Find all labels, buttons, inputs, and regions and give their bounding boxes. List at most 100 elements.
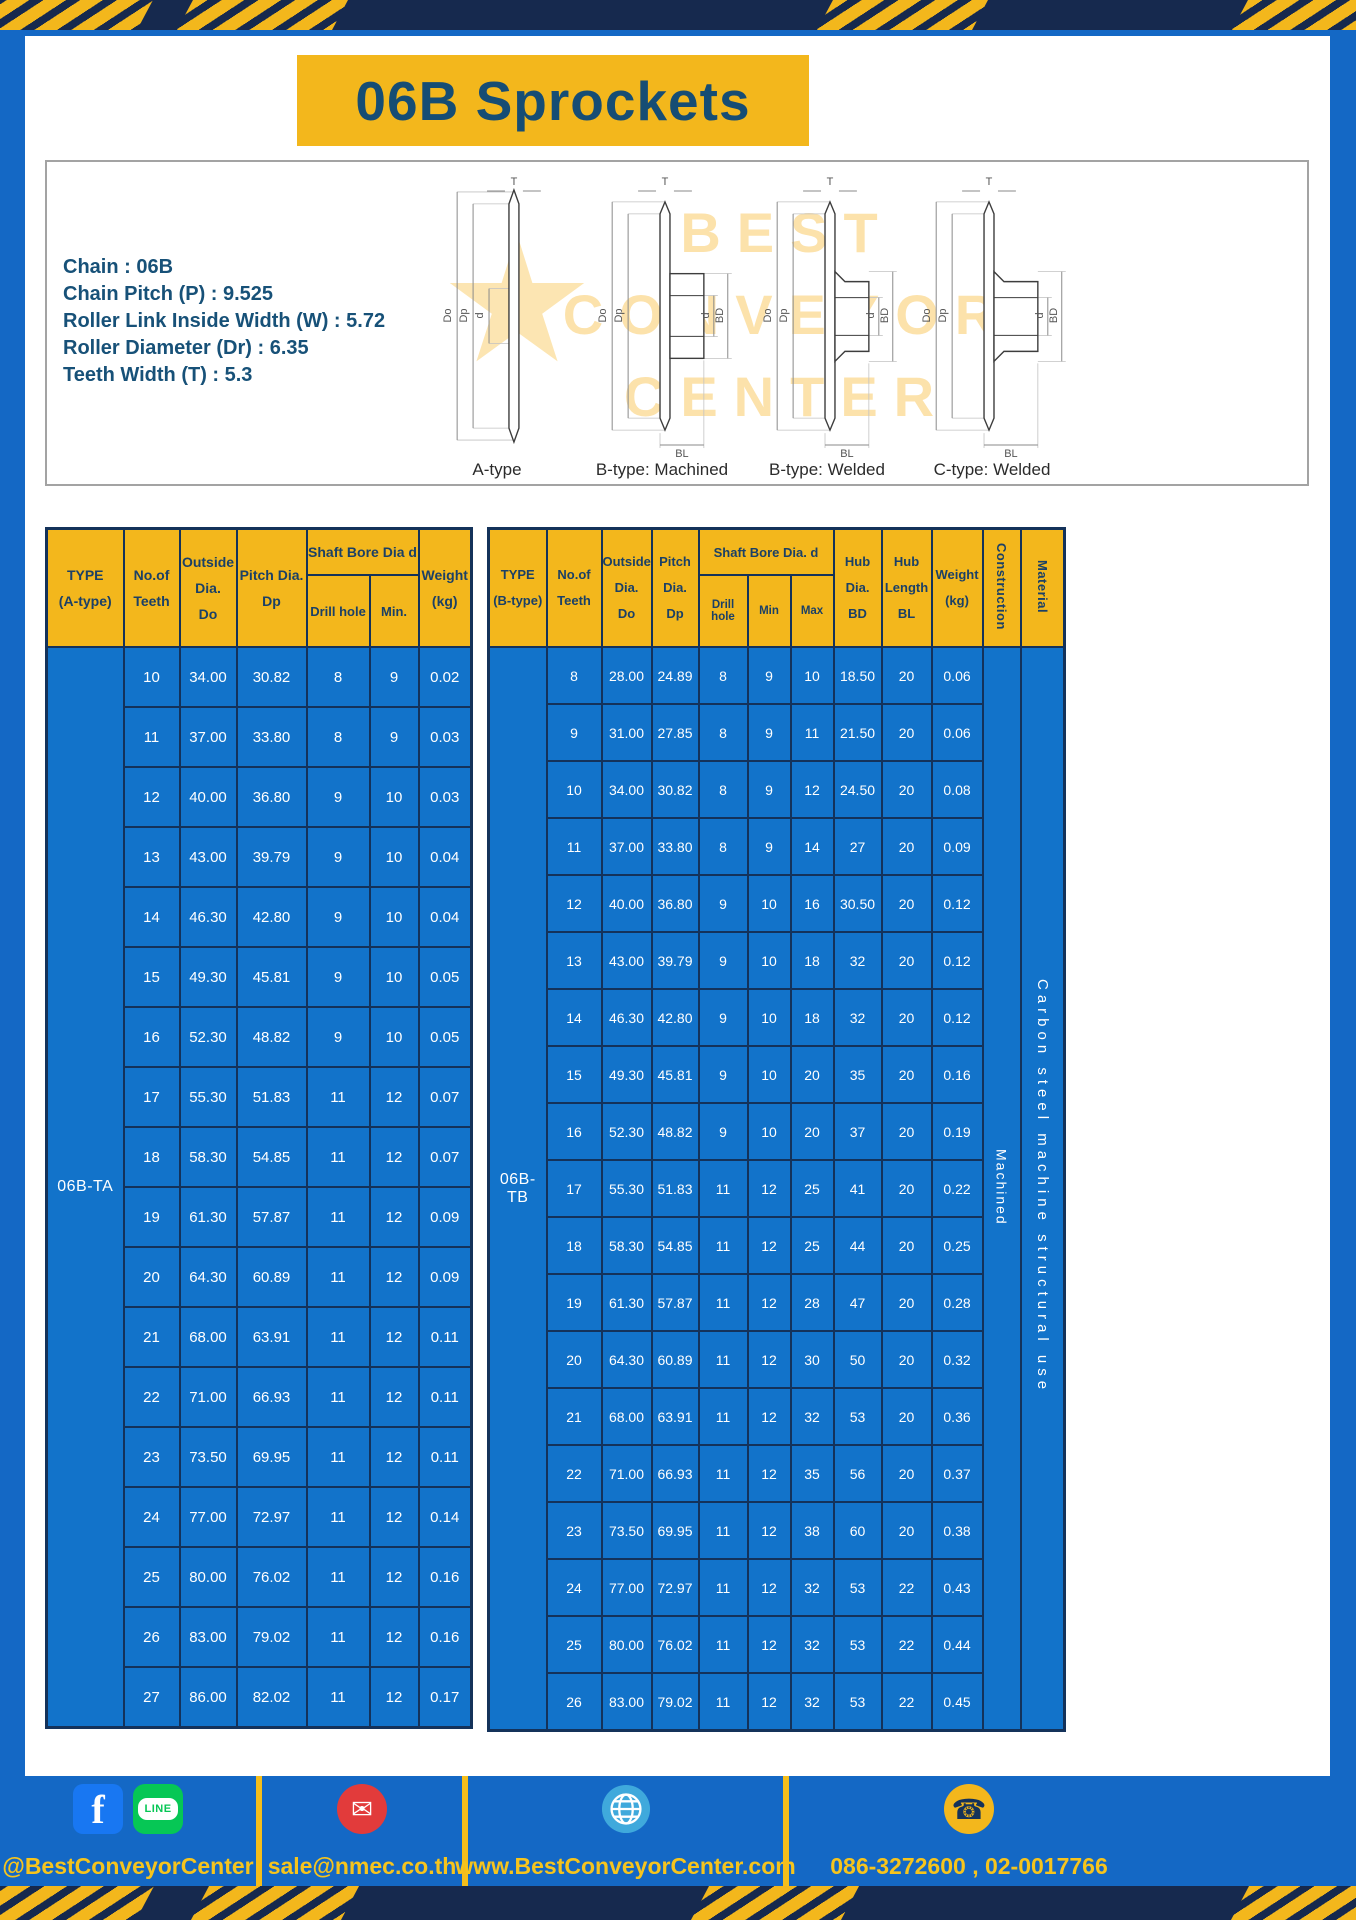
col-header-max: Max bbox=[789, 574, 835, 648]
spec-line: Chain : 06B bbox=[63, 256, 174, 278]
table-a-cell: 15 bbox=[122, 946, 181, 1008]
table-a-cell: 63.91 bbox=[235, 1306, 308, 1368]
table-a-cell: 12 bbox=[368, 1546, 420, 1608]
footer-spacer bbox=[1149, 1776, 1356, 1886]
table-b-cell: 37 bbox=[832, 1102, 883, 1161]
table-a-cell: 61.30 bbox=[178, 1186, 238, 1248]
col-header-min: Min. bbox=[368, 574, 420, 648]
table-b-cell: 11 bbox=[697, 1330, 749, 1389]
table-b-cell: 53 bbox=[832, 1615, 883, 1674]
table-a-cell: 12 bbox=[368, 1486, 420, 1548]
table-a-cell: 0.05 bbox=[417, 946, 473, 1008]
table-a-row: 26 83.00 79.02 11 12 0.16 bbox=[47, 1606, 473, 1668]
table-b-cell: 8 bbox=[697, 703, 749, 762]
table-a-cell: 9 bbox=[368, 646, 420, 708]
dim-label: BL bbox=[675, 448, 688, 458]
table-a-cell: 10 bbox=[368, 886, 420, 948]
b-type-welded-diagram: T Do Dp d BD BL bbox=[762, 176, 897, 458]
table-a-cell: 0.02 bbox=[417, 646, 473, 708]
table-b-cell: 60.89 bbox=[650, 1330, 700, 1389]
table-a-cell: 12 bbox=[368, 1126, 420, 1188]
dim-label: d bbox=[700, 312, 712, 318]
footer-social-handle: @BestConveyorCenter bbox=[2, 1853, 254, 1879]
dim-label: Dp bbox=[778, 308, 790, 322]
table-b-cell: 0.12 bbox=[930, 874, 984, 933]
table-b-cell: 55.30 bbox=[600, 1159, 653, 1218]
table-b-cell: 0.44 bbox=[930, 1615, 984, 1674]
table-b-cell: 22 bbox=[545, 1444, 603, 1503]
table-b-cell: 53 bbox=[832, 1387, 883, 1446]
c-type-welded-diagram: T Do Dp d BD BL bbox=[921, 176, 1066, 458]
hazard-stripe-segment bbox=[0, 0, 158, 30]
table-b-cell: 0.12 bbox=[930, 988, 984, 1047]
table-a-cell: 0.07 bbox=[417, 1066, 473, 1128]
table-a-cell: 45.81 bbox=[235, 946, 308, 1008]
table-b-cell: 41 bbox=[832, 1159, 883, 1218]
table-b-cell: 21 bbox=[545, 1387, 603, 1446]
table-a-cell: 68.00 bbox=[178, 1306, 238, 1368]
table-b-cell: 27.85 bbox=[650, 703, 700, 762]
dim-label: BL bbox=[840, 448, 853, 458]
table-a-cell: 48.82 bbox=[235, 1006, 308, 1068]
dim-label: T bbox=[986, 176, 993, 188]
table-a-cell: 12 bbox=[122, 766, 181, 828]
table-a-row: 17 55.30 51.83 11 12 0.07 bbox=[47, 1066, 473, 1128]
table-b-cell: 28 bbox=[789, 1273, 835, 1332]
table-b-cell: 23 bbox=[545, 1501, 603, 1560]
col-header-teeth: No.of Teeth bbox=[122, 527, 181, 648]
table-b-cell: 9 bbox=[545, 703, 603, 762]
table-b-cell: 66.93 bbox=[650, 1444, 700, 1503]
table-a-cell: 11 bbox=[305, 1606, 371, 1668]
table-a-cell: 36.80 bbox=[235, 766, 308, 828]
col-header-type: TYPE (A-type) bbox=[45, 527, 125, 648]
col-header-hub-dia: Hub Dia. BD bbox=[832, 527, 883, 648]
table-b-cell: 20 bbox=[880, 1330, 933, 1389]
b-type-machined-diagram: T Do Dp d BD BL bbox=[597, 176, 732, 458]
table-a-cell: 10 bbox=[368, 826, 420, 888]
table-b-cell: 0.08 bbox=[930, 760, 984, 819]
table-a-row: 15 49.30 45.81 9 10 0.05 bbox=[47, 946, 473, 1008]
dim-label: T bbox=[662, 176, 669, 188]
table-a-row: 19 61.30 57.87 11 12 0.09 bbox=[47, 1186, 473, 1248]
table-b-cell: 22 bbox=[880, 1615, 933, 1674]
table-a-cell: 16 bbox=[122, 1006, 181, 1068]
bottom-hazard-bar bbox=[0, 1886, 1356, 1920]
table-b-cell: 20 bbox=[880, 703, 933, 762]
table-b-cell: 34.00 bbox=[600, 760, 653, 819]
spec-line: Teeth Width (T) : 5.3 bbox=[63, 364, 253, 386]
dim-label: BD bbox=[714, 308, 726, 323]
table-b-cell: 12 bbox=[789, 760, 835, 819]
dim-label: Dp bbox=[937, 308, 949, 322]
table-b-row: 16 52.30 48.82 9 10 20 37 20 0.19 bbox=[489, 1102, 1065, 1161]
table-b-cell: 37.00 bbox=[600, 817, 653, 876]
table-a-cell: 0.05 bbox=[417, 1006, 473, 1068]
table-a-cell: 34.00 bbox=[178, 646, 238, 708]
table-b-cell: 12 bbox=[746, 1444, 792, 1503]
table-b-cell: 22 bbox=[880, 1558, 933, 1617]
table-b-cell: 63.91 bbox=[650, 1387, 700, 1446]
table-b-cell: 11 bbox=[697, 1159, 749, 1218]
table-b-cell: 14 bbox=[545, 988, 603, 1047]
table-b-cell: 61.30 bbox=[600, 1273, 653, 1332]
table-b-cell: 12 bbox=[746, 1387, 792, 1446]
table-b-cell: 49.30 bbox=[600, 1045, 653, 1104]
hazard-stripe-segment bbox=[0, 1886, 159, 1920]
table-b-cell: 47 bbox=[832, 1273, 883, 1332]
table-a-row: 24 77.00 72.97 11 12 0.14 bbox=[47, 1486, 473, 1548]
table-b-cell: 60 bbox=[832, 1501, 883, 1560]
table-a-cell: 33.80 bbox=[235, 706, 308, 768]
page-title: 06B Sprockets bbox=[297, 55, 809, 146]
table-b-cell: 9 bbox=[746, 646, 792, 705]
hazard-stripe-segment bbox=[186, 1886, 364, 1920]
table-b-row: 15 49.30 45.81 9 10 20 35 20 0.16 bbox=[489, 1045, 1065, 1104]
col-header-teeth: No.of Teeth bbox=[545, 527, 603, 648]
footer-divider bbox=[256, 1776, 262, 1886]
table-b-cell: 21.50 bbox=[832, 703, 883, 762]
table-a-cell: 12 bbox=[368, 1186, 420, 1248]
table-b-cell: 9 bbox=[746, 760, 792, 819]
table-b-cell: 32 bbox=[832, 988, 883, 1047]
table-b-row: 12 40.00 36.80 9 10 16 30.50 20 0.12 bbox=[489, 874, 1065, 933]
table-b-cell: 20 bbox=[789, 1045, 835, 1104]
table-a-cell: 54.85 bbox=[235, 1126, 308, 1188]
table-a-cell: 18 bbox=[122, 1126, 181, 1188]
